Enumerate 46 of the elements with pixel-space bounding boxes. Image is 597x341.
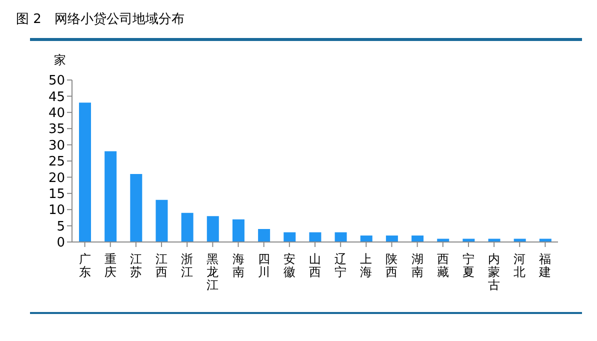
bar — [206, 216, 219, 242]
x-tick-label: 湖南 — [411, 252, 424, 279]
bar — [360, 236, 372, 242]
x-tick-label: 辽宁 — [334, 252, 347, 279]
x-tick-label: 重庆 — [104, 252, 116, 279]
y-tick-label: 30 — [48, 138, 65, 154]
x-tick-label: 上海 — [360, 252, 372, 279]
x-tick-label: 安徽 — [283, 252, 296, 279]
x-tick-label: 山西 — [309, 252, 321, 279]
x-tick-label: 内蒙古 — [488, 252, 500, 292]
bar — [104, 151, 117, 242]
y-tick-label: 40 — [48, 106, 65, 122]
y-tick-label: 35 — [48, 122, 65, 138]
bar — [309, 232, 322, 242]
y-tick-label: 15 — [48, 187, 65, 202]
y-axis-title: 家 — [54, 52, 66, 69]
bar — [334, 232, 347, 242]
y-tick-label: 45 — [48, 90, 65, 105]
x-tick-label: 广东 — [78, 252, 91, 279]
bar — [156, 200, 168, 242]
bar — [412, 236, 424, 242]
bar — [79, 102, 91, 242]
x-tick-label: 浙江 — [181, 252, 194, 279]
bar — [284, 232, 296, 242]
y-tick-label: 25 — [48, 154, 65, 170]
x-tick-label: 宁夏 — [462, 252, 474, 279]
bar — [232, 219, 244, 242]
y-tick-label: 50 — [48, 74, 65, 89]
bar — [181, 212, 194, 242]
y-tick-label: 0 — [56, 236, 65, 251]
x-tick-label: 陕西 — [386, 252, 398, 279]
x-tick-label: 西藏 — [436, 252, 449, 279]
chart-title: 图 2 网络小贷公司地域分布 — [16, 11, 184, 28]
x-tick-label: 四川 — [258, 252, 270, 279]
y-tick-label: 20 — [48, 170, 65, 186]
x-tick-label: 河北 — [514, 252, 526, 279]
x-tick-label: 福建 — [538, 252, 552, 279]
x-tick-label: 黑龙江 — [206, 252, 219, 292]
x-tick-label: 江苏 — [130, 252, 142, 279]
y-tick-label: 10 — [48, 203, 65, 218]
x-tick-label: 江西 — [156, 252, 168, 279]
y-tick-label: 5 — [56, 219, 65, 234]
bar — [130, 174, 142, 242]
bar — [258, 229, 270, 242]
x-tick-label: 海南 — [232, 252, 244, 279]
bar — [386, 236, 398, 242]
